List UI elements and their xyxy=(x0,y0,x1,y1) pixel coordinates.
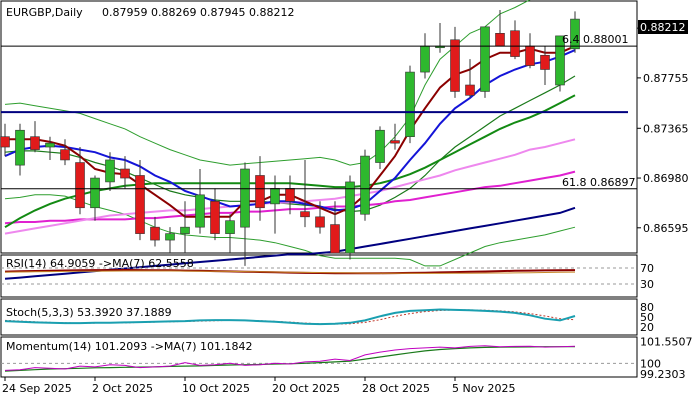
rsi-panel-frame xyxy=(0,254,638,298)
stoch-k-line xyxy=(4,308,576,326)
last-price-tag xyxy=(638,20,688,34)
momentum-y-tick-label: 100 xyxy=(640,357,661,370)
ohlc-label: 0.87959 0.88269 0.87945 0.88212 xyxy=(102,6,294,19)
candle-body xyxy=(0,136,10,148)
x-tick-label: 5 Nov 2025 xyxy=(452,382,515,395)
candle-body xyxy=(255,175,265,209)
candle-body xyxy=(315,216,325,228)
x-tick-label: 2 Oct 2025 xyxy=(92,382,153,395)
last-price-label: 0.88212 xyxy=(640,21,686,34)
candle-body xyxy=(300,211,310,218)
stoch-label: Stoch(5,3,3) 53.3920 37.1889 xyxy=(6,306,172,319)
level-label-0: 6.4 0.88001 xyxy=(562,33,628,46)
momentum-panel-frame xyxy=(0,336,638,378)
candle-body xyxy=(180,226,190,234)
rsi-y-tick-label: 70 xyxy=(640,262,654,275)
candle-body xyxy=(210,201,220,234)
main-y-tick-label: 0.86595 xyxy=(643,222,689,235)
x-tick-label: 10 Oct 2025 xyxy=(182,382,250,395)
candle-body xyxy=(360,155,370,215)
rsi-y-tick-label: 30 xyxy=(640,278,654,291)
candle-body xyxy=(90,177,100,209)
candle-body xyxy=(195,194,205,228)
candle-body xyxy=(510,30,520,57)
bollinger-lower-line xyxy=(4,194,576,267)
candle-body xyxy=(420,45,430,73)
candle-body xyxy=(60,149,70,161)
momentum-y-tick-label: 99.2303 xyxy=(640,368,686,381)
x-tick-label: 24 Sep 2025 xyxy=(2,382,72,395)
level-label-1: 61.8 0.86897 xyxy=(562,176,635,189)
candle-body xyxy=(390,140,400,144)
candle-body xyxy=(270,188,280,205)
momentum-line xyxy=(4,345,576,371)
candle-body xyxy=(135,175,145,234)
main-panel-frame xyxy=(0,0,638,254)
candle-body xyxy=(375,129,385,163)
momentum-y-tick-label: 101.5507 xyxy=(640,336,693,349)
candle-body xyxy=(150,226,160,241)
candle-body xyxy=(450,39,460,92)
candle-body xyxy=(495,33,505,47)
candle-body xyxy=(120,168,130,179)
candle-body xyxy=(105,159,115,183)
candle-body xyxy=(555,35,565,86)
bollinger-upper-line xyxy=(4,0,531,166)
stoch-y-tick-label: 20 xyxy=(640,321,654,334)
x-tick-label: 20 Oct 2025 xyxy=(272,382,340,395)
candle-body xyxy=(570,18,580,50)
symbol-label: EURGBP,Daily xyxy=(6,6,83,19)
candle-body xyxy=(165,233,175,241)
stoch-y-tick-label: 50 xyxy=(640,311,654,324)
candle-body xyxy=(15,129,25,166)
candle-body xyxy=(45,142,55,148)
rsi-ma-line xyxy=(4,270,576,274)
candle-body xyxy=(330,224,340,254)
main-y-tick-label: 0.86980 xyxy=(643,172,689,185)
main-y-tick-label: 0.87755 xyxy=(643,72,689,85)
candle-body xyxy=(405,71,415,137)
candle-body xyxy=(75,162,85,209)
main-y-tick-label: 0.87365 xyxy=(643,122,689,135)
rsi-label: RSI(14) 64.9059 ->MA(7) 62.5558 xyxy=(6,257,194,270)
stoch-panel-frame xyxy=(0,298,638,336)
candle-body xyxy=(465,84,475,96)
candle-body xyxy=(285,188,295,202)
candle-body xyxy=(540,54,550,70)
x-tick-label: 28 Oct 2025 xyxy=(362,382,430,395)
candle-body xyxy=(240,168,250,228)
candle-body xyxy=(480,26,490,92)
candle-body xyxy=(30,136,40,150)
candle-body xyxy=(525,45,535,66)
candle-body xyxy=(345,181,355,254)
stoch-y-tick-label: 80 xyxy=(640,301,654,314)
candle-body xyxy=(225,220,235,234)
momentum-label: Momentum(14) 101.2093 ->MA(7) 101.1842 xyxy=(6,340,253,353)
